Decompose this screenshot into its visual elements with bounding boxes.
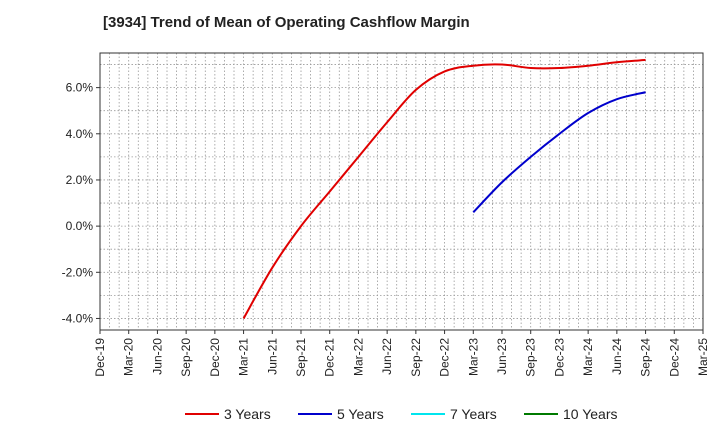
x-tick-label: Sep-24 [639,338,653,377]
legend: 3 Years 5 Years 7 Years 10 Years [185,406,618,422]
x-tick-label: Jun-21 [265,338,279,375]
legend-label-10-years: 10 Years [563,406,618,422]
grid-layer [100,53,703,330]
x-tick-label: Mar-23 [466,338,480,376]
x-tick-label: Jun-22 [380,338,394,375]
x-tick-label: Mar-21 [237,338,251,376]
series-line-5-years [472,91,646,213]
x-tick-label: Mar-24 [581,338,595,376]
x-axis-ticks: Dec-19 Mar-20 Jun-20 Sep-20 Dec-20 Mar-21 Jun-… [93,330,710,377]
y-tick-label: 4.0% [66,127,94,141]
x-tick-label: Jun-20 [150,338,164,375]
x-tick-label: Dec-21 [323,338,337,377]
x-tick-label: Dec-19 [93,338,107,377]
y-tick-label: -2.0% [62,265,94,279]
plot-frame [99,52,704,331]
x-tick-label: Mar-25 [696,338,710,376]
x-tick-label: Dec-22 [438,338,452,377]
chart-title: [3934] Trend of Mean of Operating Cashfl… [103,14,470,31]
x-tick-label: Sep-21 [294,338,308,377]
x-tick-label: Mar-20 [122,338,136,376]
x-tick-label: Sep-23 [524,338,538,377]
y-tick-label: 6.0% [66,81,94,95]
y-axis-ticks: -4.0% -2.0% 0.0% 2.0% 4.0% 6.0% [62,81,100,325]
x-tick-label: Mar-22 [351,338,365,376]
x-tick-label: Dec-20 [208,338,222,377]
series-line-3-years [242,58,646,319]
series-layer [242,58,646,319]
x-tick-label: Dec-24 [667,338,681,377]
x-tick-label: Sep-20 [179,338,193,377]
y-tick-label: -4.0% [62,311,94,325]
y-tick-label: 2.0% [66,173,94,187]
y-tick-label: 0.0% [66,219,94,233]
x-tick-label: Jun-23 [495,338,509,375]
legend-label-3-years: 3 Years [224,406,271,422]
legend-label-5-years: 5 Years [337,406,384,422]
x-tick-label: Sep-22 [409,338,423,377]
x-tick-label: Jun-24 [610,338,624,375]
legend-label-7-years: 7 Years [450,406,497,422]
x-tick-label: Dec-23 [552,338,566,377]
